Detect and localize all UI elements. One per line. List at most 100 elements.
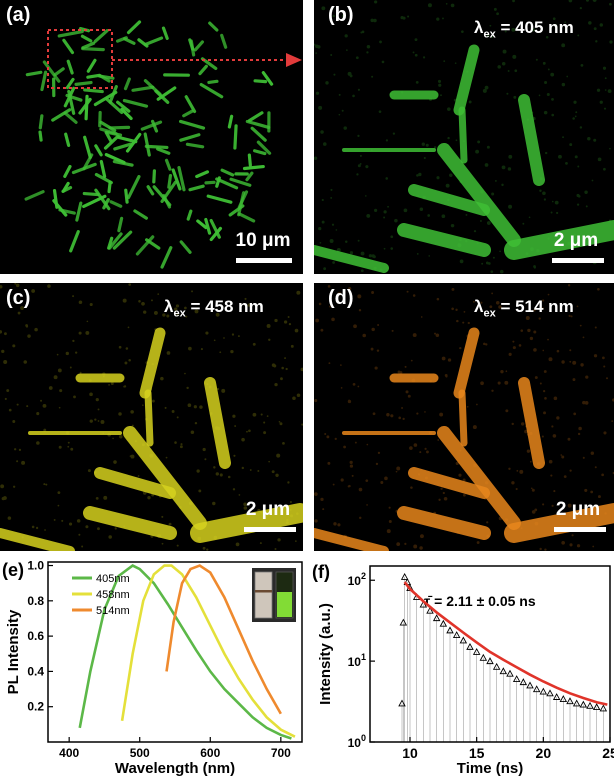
rod xyxy=(179,240,192,254)
rod xyxy=(63,86,76,108)
rod xyxy=(179,133,201,142)
rod xyxy=(156,147,171,155)
rod xyxy=(314,245,389,273)
rod xyxy=(64,132,71,148)
rod xyxy=(108,85,118,104)
panel-a-scale-label: 10 μm xyxy=(235,230,291,251)
rod xyxy=(408,467,490,499)
rod xyxy=(107,236,114,250)
y-tick-label: 0.8 xyxy=(27,594,44,608)
rod xyxy=(193,40,205,52)
rod xyxy=(199,82,224,99)
data-point xyxy=(539,687,548,695)
panel-a-scale-bar xyxy=(236,258,292,263)
rod xyxy=(83,135,92,159)
panel-d-image: (d) λex = 514 nm 2 μm xyxy=(314,283,614,551)
panel-b-micrograph xyxy=(314,0,614,274)
data-point xyxy=(419,600,428,608)
rod xyxy=(57,29,84,38)
data-point xyxy=(432,614,441,622)
data-point xyxy=(479,653,488,661)
data-point xyxy=(446,626,454,634)
data-point xyxy=(512,675,521,683)
rod xyxy=(112,159,134,167)
panel-b-scale-label: 2 μm xyxy=(553,230,599,251)
rod xyxy=(86,73,102,79)
data-point xyxy=(398,699,406,707)
data-point xyxy=(592,703,601,711)
y-axis-label: PL Intensity xyxy=(5,609,22,694)
x-axis-label: Time (ns) xyxy=(457,760,523,777)
rod xyxy=(65,77,75,90)
bacteria-rods xyxy=(314,327,614,551)
rod xyxy=(117,216,124,233)
rod xyxy=(123,37,136,45)
vial-photo-inset xyxy=(252,568,296,622)
rod xyxy=(229,177,252,187)
data-point xyxy=(466,642,474,650)
rod xyxy=(40,70,48,92)
rod xyxy=(314,528,389,551)
rod xyxy=(408,184,490,216)
rod xyxy=(437,143,521,247)
rod xyxy=(99,120,117,133)
rod xyxy=(177,166,186,192)
rod xyxy=(42,60,61,83)
series-line-405nm xyxy=(78,564,292,740)
rod xyxy=(140,120,163,131)
rod xyxy=(253,79,268,84)
rod xyxy=(107,180,112,194)
rod xyxy=(215,177,239,190)
rod xyxy=(113,142,133,151)
panel-d-label: (d) xyxy=(328,287,354,309)
rod xyxy=(204,377,231,469)
rod xyxy=(188,184,205,192)
series-line-514nm xyxy=(165,564,282,715)
data-point xyxy=(426,606,434,614)
data-point xyxy=(579,700,588,708)
rod xyxy=(184,95,197,114)
panel-b-image: (b) λex = 405 nm 2 μm xyxy=(314,0,614,274)
rod xyxy=(161,26,169,40)
rod xyxy=(190,503,303,543)
panel-d-micrograph xyxy=(314,284,614,551)
rod xyxy=(126,20,142,35)
rod xyxy=(51,108,72,122)
bacteria-rods xyxy=(0,327,303,551)
rod xyxy=(247,111,264,123)
rod xyxy=(63,111,78,124)
rod xyxy=(198,64,208,76)
data-point xyxy=(532,685,541,693)
rod xyxy=(107,232,123,250)
rod xyxy=(209,226,223,242)
rod xyxy=(74,80,93,86)
rod xyxy=(83,506,177,540)
rod xyxy=(261,71,274,86)
x-tick-label: 700 xyxy=(271,746,291,760)
panel-d-scale-bar xyxy=(554,527,606,532)
y-tick-label: 0.2 xyxy=(27,700,44,714)
rod xyxy=(75,201,83,222)
rod xyxy=(196,219,208,230)
panel-c-image: (c) λex = 458 nm 2 μm xyxy=(0,283,303,551)
rod xyxy=(126,175,141,200)
panel-c-scale-label: 2 μm xyxy=(245,499,291,520)
rod xyxy=(81,41,96,50)
rod xyxy=(123,77,131,91)
y-tick-label: 0.4 xyxy=(27,664,44,678)
rod xyxy=(151,119,159,133)
background-noise xyxy=(314,0,613,274)
rod xyxy=(228,204,245,217)
rod xyxy=(397,223,491,257)
rod xyxy=(38,130,43,142)
rod xyxy=(178,119,206,130)
rod xyxy=(247,153,252,167)
rod xyxy=(397,506,491,540)
rod xyxy=(208,21,219,32)
data-point xyxy=(452,631,461,639)
series-line-458nm xyxy=(120,564,296,738)
background-noise xyxy=(314,284,614,551)
rod xyxy=(458,389,468,447)
panel-b-label: (b) xyxy=(328,4,354,26)
panel-e-label: (e) xyxy=(2,560,24,580)
